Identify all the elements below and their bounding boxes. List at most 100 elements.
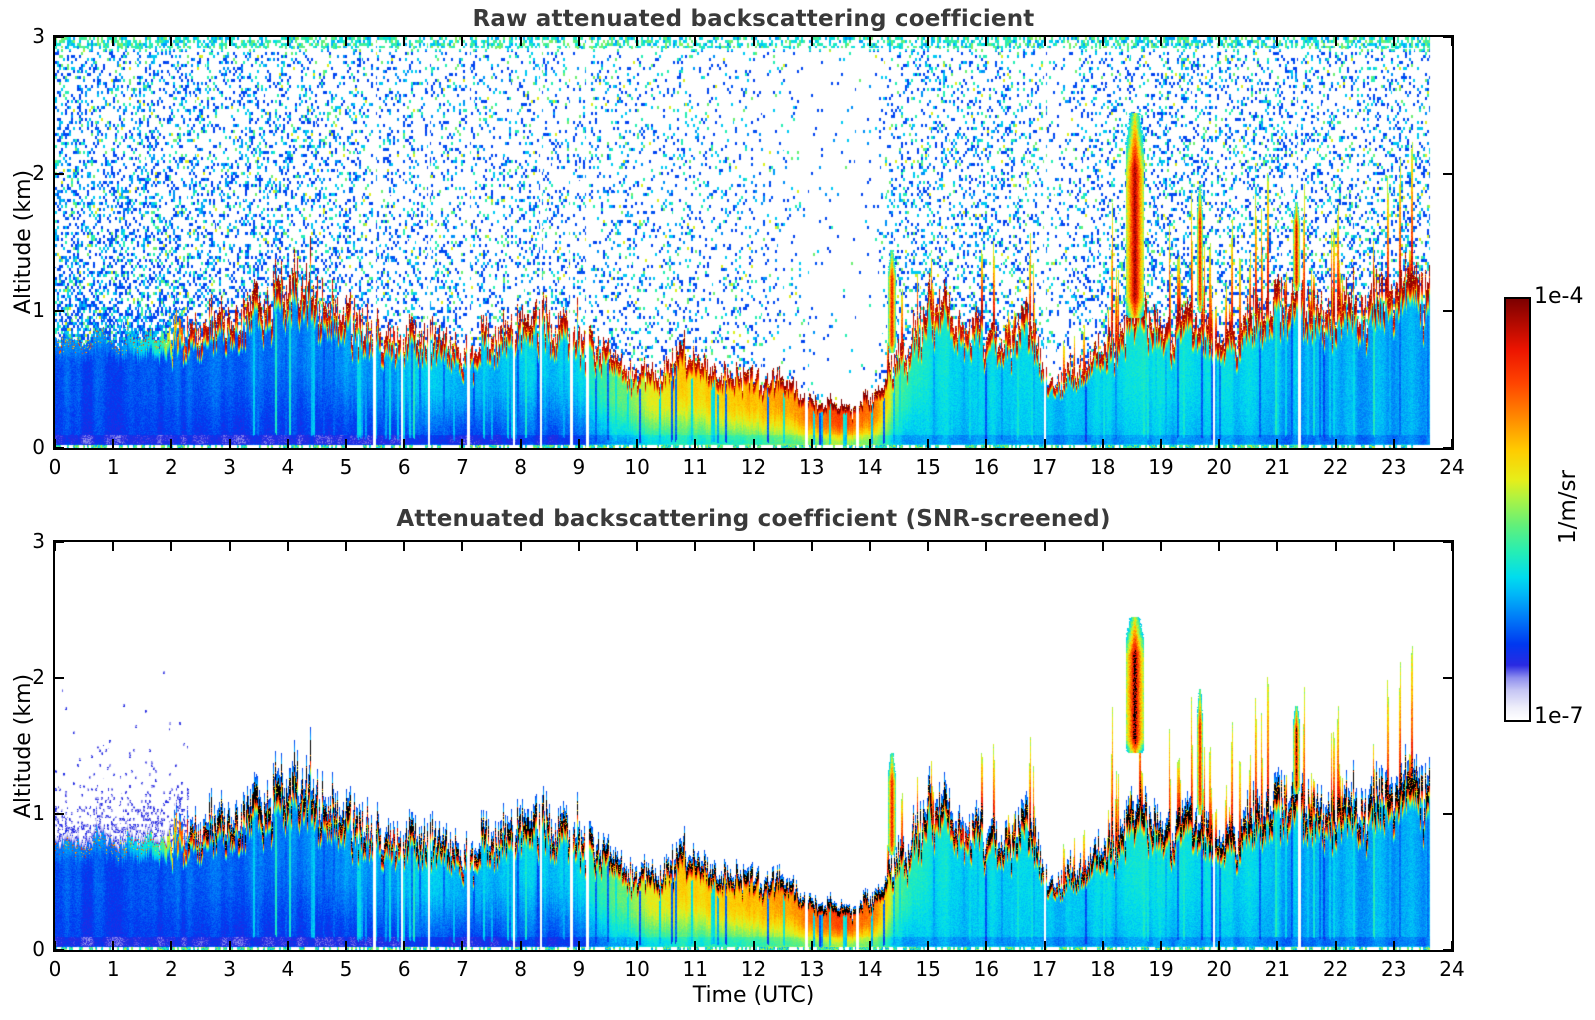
colorbar-unit-label: 1/m/sr	[1555, 470, 1581, 544]
x-tick-label: 0	[48, 455, 62, 479]
x-tick-mark	[286, 439, 289, 448]
x-tick-mark	[1218, 542, 1221, 551]
x-tick-mark	[636, 37, 639, 46]
colorbar-max-label: 1e-4	[1534, 284, 1584, 309]
screened-heatmap-canvas	[55, 542, 1452, 950]
x-tick-label: 5	[339, 957, 353, 981]
y-tick-mark	[55, 36, 64, 38]
x-tick-mark	[1451, 439, 1453, 448]
x-tick-mark	[54, 439, 56, 448]
x-tick-mark	[927, 542, 930, 551]
raw-panel	[53, 35, 1454, 450]
x-tick-mark	[519, 941, 522, 950]
x-tick-label: 13	[798, 455, 825, 479]
x-tick-label: 10	[624, 957, 650, 981]
x-tick-mark	[228, 542, 231, 551]
x-tick-label: 16	[973, 455, 1000, 479]
x-tick-mark	[752, 542, 755, 551]
x-tick-mark	[636, 941, 639, 950]
y-tick-mark	[55, 677, 64, 679]
x-tick-mark	[868, 542, 871, 551]
x-tick-label: 17	[1031, 957, 1058, 981]
x-tick-mark	[286, 542, 289, 551]
x-tick-mark	[1451, 941, 1453, 950]
x-tick-label: 15	[915, 957, 941, 981]
x-tick-mark	[1159, 37, 1162, 46]
x-tick-mark	[1392, 542, 1395, 551]
x-tick-mark	[345, 542, 348, 551]
x-tick-mark	[868, 439, 871, 448]
x-tick-label: 12	[740, 957, 767, 981]
x-tick-label: 19	[1148, 455, 1174, 479]
x-tick-mark	[752, 439, 755, 448]
x-tick-mark	[54, 542, 56, 551]
x-tick-mark	[112, 37, 115, 46]
x-tick-mark	[1043, 37, 1046, 46]
y-tick-mark	[55, 447, 64, 449]
raw-heatmap-canvas	[55, 37, 1452, 448]
y-tick-mark	[1443, 813, 1452, 815]
x-tick-mark	[577, 941, 580, 950]
x-tick-label: 22	[1322, 957, 1349, 981]
x-tick-mark	[985, 37, 988, 46]
x-tick-label: 20	[1206, 455, 1232, 479]
x-tick-label: 5	[339, 455, 353, 479]
x-tick-mark	[170, 37, 173, 46]
y-tick-mark	[55, 310, 64, 312]
x-tick-label: 4	[281, 957, 295, 981]
x-tick-label: 20	[1206, 957, 1232, 981]
x-tick-mark	[345, 37, 348, 46]
x-tick-mark	[752, 37, 755, 46]
x-tick-mark	[403, 439, 406, 448]
x-tick-mark	[636, 439, 639, 448]
x-tick-label: 21	[1264, 455, 1291, 479]
x-tick-label: 0	[48, 957, 62, 981]
y-tick-label: 3	[32, 24, 45, 48]
x-tick-mark	[170, 941, 173, 950]
x-tick-mark	[461, 542, 464, 551]
x-tick-mark	[345, 941, 348, 950]
x-tick-mark	[985, 439, 988, 448]
x-tick-mark	[1101, 941, 1104, 950]
x-tick-label: 24	[1439, 957, 1465, 981]
x-tick-label: 11	[682, 455, 708, 479]
x-tick-mark	[1159, 439, 1162, 448]
x-tick-label: 6	[397, 957, 411, 981]
x-tick-label: 14	[857, 957, 883, 981]
x-tick-mark	[636, 542, 639, 551]
x-tick-mark	[1101, 37, 1104, 46]
screened-panel	[53, 540, 1454, 952]
x-tick-mark	[54, 941, 56, 950]
y-tick-label: 1	[32, 801, 45, 825]
x-tick-label: 18	[1090, 455, 1116, 479]
x-tick-mark	[1276, 941, 1279, 950]
x-tick-label: 7	[456, 957, 469, 981]
x-tick-mark	[1334, 542, 1337, 551]
x-tick-label: 10	[624, 455, 650, 479]
x-tick-mark	[1043, 941, 1046, 950]
x-tick-label: 8	[514, 455, 528, 479]
x-tick-mark	[694, 941, 697, 950]
x-tick-mark	[1218, 37, 1221, 46]
x-tick-label: 2	[165, 455, 178, 479]
x-tick-mark	[519, 439, 522, 448]
colorbar	[1504, 297, 1531, 722]
x-tick-mark	[1392, 37, 1395, 46]
x-tick-label: 3	[223, 455, 236, 479]
x-tick-mark	[170, 542, 173, 551]
x-tick-mark	[403, 542, 406, 551]
y-tick-mark	[1443, 677, 1452, 679]
x-tick-mark	[868, 941, 871, 950]
x-tick-mark	[694, 439, 697, 448]
x-tick-label: 6	[397, 455, 411, 479]
x-tick-mark	[1276, 37, 1279, 46]
x-tick-mark	[461, 37, 464, 46]
x-tick-mark	[927, 439, 930, 448]
y-tick-mark	[55, 813, 64, 815]
y-tick-label: 0	[32, 435, 45, 459]
x-tick-mark	[170, 439, 173, 448]
y-tick-label: 1	[32, 298, 45, 322]
x-tick-mark	[228, 439, 231, 448]
x-tick-label: 23	[1381, 455, 1407, 479]
